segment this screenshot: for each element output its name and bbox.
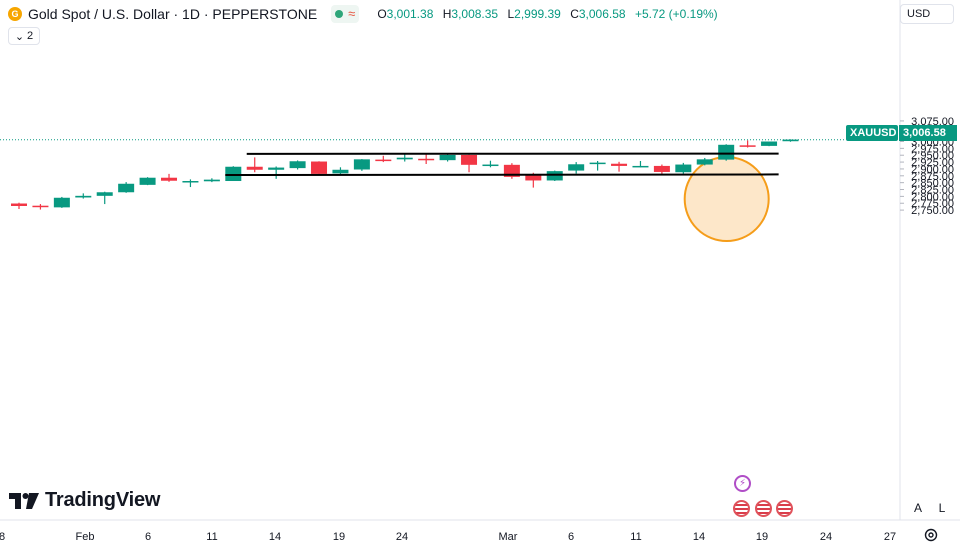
candle-body [246,166,263,170]
channel-trendline [225,173,779,176]
indicators-toggle-button[interactable]: ⌄ 2 [8,27,40,45]
event-flash-icon[interactable]: ⚡ [734,475,751,492]
candle-body [332,169,349,174]
price-tick-label: 2,775.00 [911,198,954,210]
currency-select[interactable]: USD [900,4,954,24]
candle-body [525,175,542,181]
time-axis-label: 6 [145,531,151,543]
auto-scale-button[interactable]: A [913,501,922,515]
candle-body [653,165,670,172]
candle-body [482,164,499,167]
candle-body [439,154,456,161]
price-tick-label: 2,925.00 [911,157,954,169]
price-tick-label: 3,075.00 [911,116,954,128]
candle-body [32,205,49,208]
gold-coin-icon[interactable]: G [8,7,22,21]
indicators-count: 2 [27,30,34,42]
low-value: 2,999.39 [514,7,561,21]
candle-body [11,203,27,206]
us-flag-event-icon[interactable] [755,500,772,517]
candle-body [203,179,220,182]
time-axis-label: Mar [499,531,518,543]
tradingview-logo-icon [9,492,39,509]
us-flag-event-icon[interactable] [776,500,793,517]
time-axis-label: 11 [630,531,641,543]
data-delay-icon: ≈ [348,6,356,21]
time-axis-label: 24 [396,531,408,543]
time-axis-label: 8 [0,531,5,543]
candle-body [289,161,306,169]
candle-body [418,158,435,161]
time-axis-label: 11 [206,531,217,543]
candle-body [118,183,135,193]
candle-body [225,166,242,182]
time-axis-label: 24 [820,531,832,543]
tradingview-logo[interactable]: TradingView [9,489,160,512]
ohlc-readout: O3,001.38 H3,008.35 L2,999.39 C3,006.58 … [377,7,718,21]
time-axis-label: 19 [756,531,768,543]
candle-body [396,157,413,160]
candle-body [632,165,649,168]
market-open-icon [335,10,344,18]
open-value: 3,001.38 [386,7,434,21]
candle-body [589,162,606,165]
price-tick-label: 2,800.00 [911,191,954,203]
price-tick-label: 2,850.00 [911,178,954,190]
us-flag-event-icon[interactable] [733,500,750,517]
log-scale-button[interactable]: L [938,501,946,515]
price-tick-label: 2,950.00 [911,150,954,162]
last-price-badge: 3,006.58 [899,125,957,141]
price-tick-label: 2,875.00 [911,171,954,183]
candle-body [718,144,735,160]
candle-body [696,159,713,165]
candle-body [761,141,778,146]
candle-body [311,161,328,174]
candle-body [96,192,113,196]
candle-body [739,145,756,147]
candle-body [375,159,392,162]
candle-body [461,154,478,165]
highlight-circle [683,156,770,242]
time-axis-label: 19 [333,531,345,543]
candle-body [268,167,285,170]
time-axis-label: 27 [884,531,896,543]
high-value: 3,008.35 [451,7,499,21]
gear-icon[interactable] [923,527,939,543]
chart-header: G Gold Spot / U.S. Dollar · 1D · PEPPERS… [8,4,724,24]
change-value: +5.72 (+0.19%) [634,7,718,21]
time-axis-label: 6 [568,531,574,543]
candle-body [353,159,370,170]
candle-body [139,177,156,185]
logo-text: TradingView [45,489,161,511]
price-tick-label: 2,900.00 [911,164,954,176]
candle-body [53,197,70,208]
symbol-title[interactable]: Gold Spot / U.S. Dollar · 1D · PEPPERSTO… [28,6,318,22]
candle-body [546,171,563,181]
candle-body [568,164,585,171]
candle-body [182,181,199,183]
candle-body [675,164,692,173]
candle-body [75,195,92,198]
candle-body [161,177,178,181]
symbol-price-badge: XAUUSD [846,125,898,141]
price-tick-label: 2,750.00 [911,205,954,217]
close-value: 3,006.58 [578,7,626,21]
price-tick-label: 2,975.00 [911,143,954,155]
candle-body [611,163,628,166]
chevron-down-icon: ⌄ [14,30,25,43]
time-axis-label: 14 [269,531,281,543]
market-status-pill[interactable]: ≈ [331,5,360,23]
time-axis-label: Feb [76,531,95,543]
time-axis-label: 14 [693,531,705,543]
price-tick-label: 2,825.00 [911,185,954,197]
candle-body [782,139,799,142]
